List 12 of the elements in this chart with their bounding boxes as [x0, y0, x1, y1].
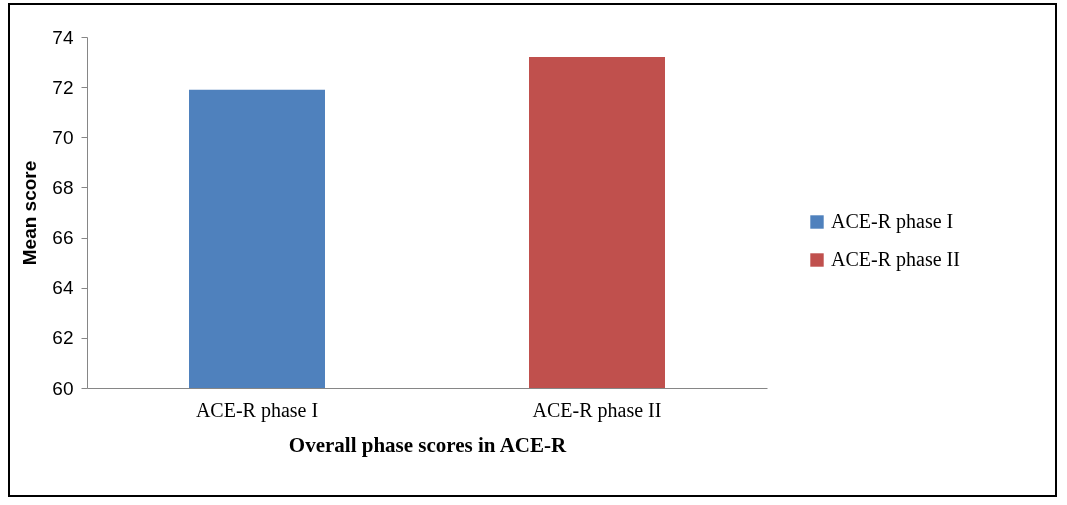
y-tick-label: 72	[52, 76, 74, 98]
y-tick-label: 60	[52, 377, 74, 399]
y-tick-label: 70	[52, 126, 74, 148]
x-axis-title: Overall phase scores in ACE-R	[288, 432, 567, 457]
y-tick-label: 66	[52, 227, 74, 249]
legend-label: ACE-R phase I	[831, 210, 954, 233]
y-tick-label: 64	[52, 277, 74, 299]
y-tick-label: 62	[52, 327, 74, 349]
legend-label: ACE-R phase II	[831, 248, 960, 271]
y-tick-label: 68	[52, 176, 74, 198]
y-tick-label: 74	[52, 26, 74, 48]
y-axis-title: Mean score	[19, 160, 41, 266]
